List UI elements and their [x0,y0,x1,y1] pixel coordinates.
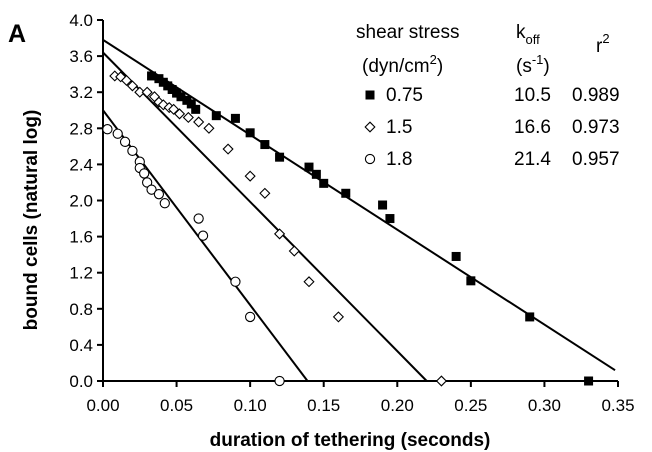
data-point-series-3 [274,375,285,387]
data-point-series-3 [102,124,113,135]
data-point-series-1 [525,312,535,322]
data-point-series-1 [319,178,329,188]
legend-header-r2: r2 [596,31,610,57]
data-point-series-3 [193,213,204,224]
data-point-series-3 [119,136,131,147]
x-tick-label: 0.05 [160,396,193,415]
y-tick-label: 3.6 [69,47,93,66]
data-point-series-2 [435,375,448,387]
data-point-series-1 [147,71,157,81]
data-point-series-2 [126,80,139,92]
fit-line-series-3 [102,109,309,382]
data-point-series-3 [112,128,123,139]
data-point-series-1 [275,152,285,162]
y-tick-label: 4.0 [69,11,93,30]
data-point-series-1 [260,140,270,150]
x-tick-label: 0.15 [307,396,340,415]
data-point-series-2 [288,245,300,257]
data-point-series-1 [176,92,186,102]
x-tick-label: 0.10 [234,396,267,415]
data-point-series-2 [303,276,315,288]
data-point-series-2 [120,74,133,87]
data-point-series-1 [211,111,221,121]
legend-marker-series-3 [364,153,376,165]
legend-koff-value: 21.4 [514,149,551,170]
legend-shear-value: 1.8 [386,149,412,170]
legend-header-koff-line2: (s-1) [516,52,550,77]
data-point-series-2 [222,143,234,155]
plot-area: 0.0 0.4 0.8 1.2 1.6 2.0 2.4 2.8 3.2 3.6 4.0 0.00 0.0… [69,11,634,415]
x-tick-label: 0.20 [381,396,414,415]
data-point-series-3 [244,311,256,323]
legend-r2-value: 0.989 [572,85,620,106]
data-point-series-2 [203,122,215,134]
data-point-series-3 [153,189,165,200]
y-tick-label: 2.8 [69,119,93,138]
legend-marker-series-2 [364,121,376,133]
data-point-series-2 [259,187,271,199]
data-point-series-2 [193,116,205,128]
panel-label: A [8,20,26,48]
data-point-series-1 [191,104,201,114]
data-point-series-1 [466,276,476,286]
legend-rows: 0.75 10.5 0.989 1.5 16.6 0.973 1.8 21.4 0.957 [364,85,620,170]
data-point-series-1 [451,251,461,261]
x-tick-label: 0.35 [601,396,634,415]
data-point-series-1 [341,188,351,198]
data-point-series-1 [584,376,594,386]
legend-shear-value: 1.5 [386,117,412,138]
y-tick-label: 1.6 [69,228,93,247]
y-tick-label: 0.4 [69,336,93,355]
y-tick-label: 0.0 [69,372,93,391]
data-point-series-1 [385,214,395,224]
data-point-series-3 [230,276,241,287]
legend-shear-value: 0.75 [386,85,423,106]
legend-marker-series-1 [365,90,375,100]
data-point-series-3 [146,184,157,195]
legend-r2-value: 0.973 [572,117,620,138]
data-point-series-2 [134,86,146,98]
y-tick-label: 2.0 [69,192,93,211]
data-point-series-3 [139,168,150,179]
data-point-series-2 [244,170,256,182]
x-tick-label: 0.30 [528,396,561,415]
x-axis-label: duration of tethering (seconds) [210,430,491,451]
fit-line-series-2 [102,51,428,382]
data-point-series-3 [127,145,138,157]
data-point-series-3 [197,230,209,241]
x-tick-label: 0.00 [86,396,119,415]
data-point-series-2 [182,111,194,124]
legend-header-shear-line2: (dyn/cm2) [362,52,443,77]
legend-header-koff-line1: koff [516,22,540,47]
data-point-series-2 [141,86,153,98]
x-tick-label: 0.25 [454,396,487,415]
data-point-series-1 [230,113,240,123]
legend-koff-value: 10.5 [514,85,551,106]
legend: shear stress (dyn/cm2) koff (s-1) r2 0.7… [356,22,620,170]
legend-koff-value: 16.6 [514,117,551,138]
data-point-series-2 [173,108,186,120]
data-point-series-1 [378,200,388,210]
data-point-series-2 [157,99,169,111]
data-point-series-2 [332,311,345,323]
y-tick-label: 2.4 [69,155,93,174]
data-point-series-1 [186,99,196,109]
data-point-series-2 [168,103,180,115]
data-point-series-3 [159,198,170,209]
y-tick-label: 1.2 [69,264,93,283]
y-tick-label: 0.8 [69,300,93,319]
y-axis-label: bound cells (natural log) [21,110,42,331]
legend-r2-value: 0.957 [572,149,620,170]
data-point-series-2 [273,228,286,240]
legend-header-shear-line1: shear stress [356,22,459,43]
data-point-series-1 [304,162,314,172]
data-point-series-1 [245,128,255,138]
y-tick-label: 3.2 [69,83,93,102]
data-point-series-1 [311,169,321,179]
